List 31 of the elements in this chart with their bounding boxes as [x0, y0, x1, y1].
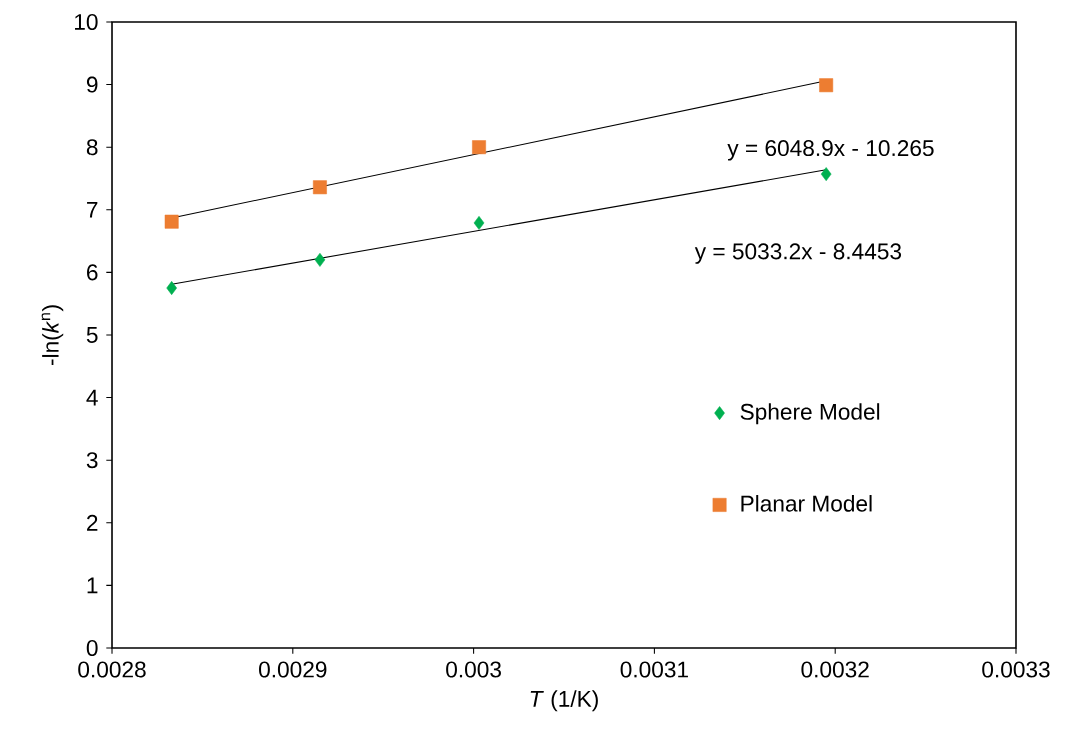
- annotation: y = 5033.2x - 8.4453: [694, 243, 902, 264]
- legend-label: Planar Model: [741, 495, 872, 512]
- point: [312, 180, 327, 195]
- x-tick-label: 0.0031: [620, 661, 688, 678]
- point: [314, 252, 326, 267]
- y-tick-label: 10: [75, 13, 98, 31]
- y-tick-label: 7: [87, 201, 98, 218]
- y-axis-title: -ln(k$^{n}$): [41, 305, 64, 366]
- x-axis-title: T (1/K): [530, 690, 598, 712]
- y-tick-label: 8: [86, 139, 98, 156]
- point: [166, 281, 177, 295]
- x-tick-label: 0.003: [446, 661, 501, 678]
- point: [473, 216, 485, 230]
- y-tick-label: 9: [86, 76, 98, 93]
- annotation: y = 6048.9x - 10.265: [727, 140, 934, 161]
- y-tick-label: 3: [86, 452, 98, 469]
- x-tick-label: 0.0028: [78, 661, 146, 678]
- y-tick-label: 6: [87, 264, 98, 281]
- y-tick-label: 5: [86, 327, 98, 343]
- y-tick-label: 2: [87, 514, 98, 531]
- y-tick-label: 0: [86, 639, 98, 657]
- y-tick-label: 1: [87, 577, 98, 594]
- point: [164, 214, 179, 229]
- point: [819, 78, 834, 93]
- point: [472, 140, 486, 155]
- x-tick-label: 0.0032: [801, 661, 869, 678]
- point: [820, 167, 832, 182]
- x-tick-label: 0.0033: [982, 661, 1050, 678]
- x-tick-label: 0.0029: [259, 661, 327, 678]
- legend-label: Sphere Model: [740, 403, 880, 425]
- y-tick-label: 4: [86, 389, 98, 406]
